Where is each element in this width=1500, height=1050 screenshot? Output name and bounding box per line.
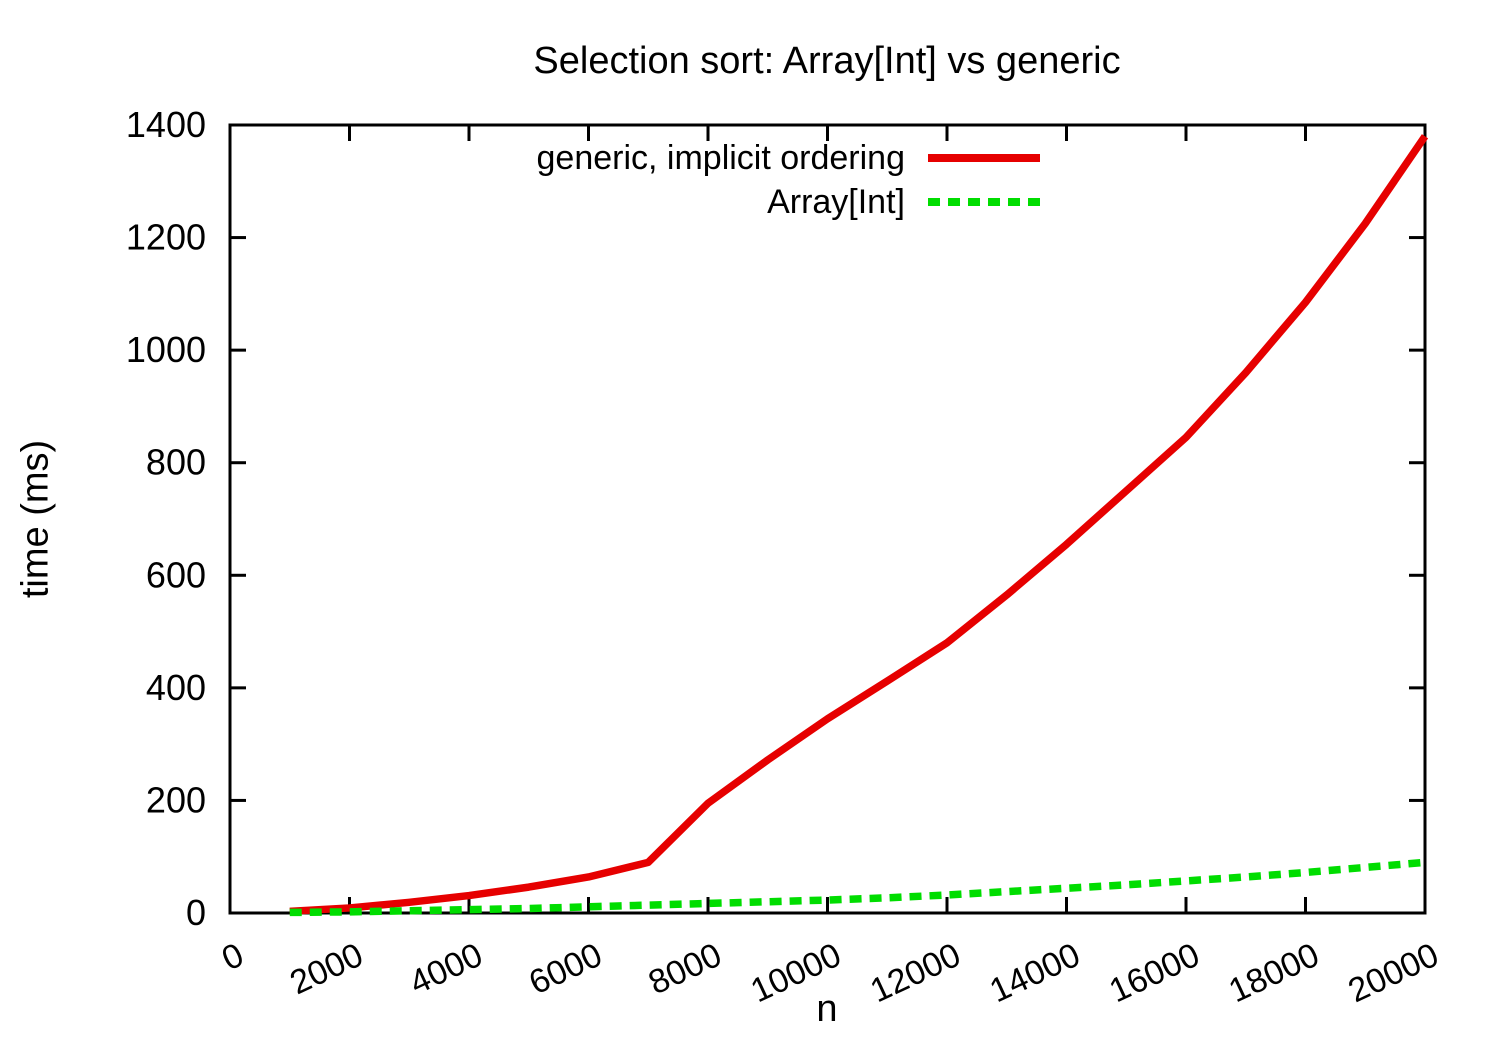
x-tick-label: 12000 <box>865 936 967 1010</box>
y-axis-title: time (ms) <box>14 439 57 599</box>
legend-label-generic: generic, implicit ordering <box>536 138 906 177</box>
x-tick-label: 8000 <box>643 936 728 1002</box>
x-tick-label: 2000 <box>284 936 369 1002</box>
x-tick-label: 0 <box>216 936 249 978</box>
x-axis-title: n <box>816 988 838 1030</box>
series-line-arrayint <box>289 858 1426 917</box>
y-tick-label: 200 <box>146 779 206 820</box>
y-tick-label: 600 <box>146 554 206 595</box>
plot-border <box>228 123 1427 915</box>
y-tick-label: 1000 <box>126 329 206 370</box>
y-tick-label: 1200 <box>126 217 206 258</box>
legend-label-arrayint: Array[Int] <box>767 182 905 221</box>
y-tick-label: 400 <box>146 667 206 708</box>
chart-title: Selection sort: Array[Int] vs generic <box>533 40 1121 82</box>
series-line-generic <box>289 134 1429 916</box>
x-tick-label: 14000 <box>984 936 1086 1010</box>
y-tick-label: 0 <box>186 892 206 933</box>
x-tick-label: 20000 <box>1343 936 1445 1010</box>
x-tick-label: 6000 <box>523 936 608 1002</box>
legend-line-sample-generic <box>928 154 1040 162</box>
x-tick-label: 4000 <box>404 936 489 1002</box>
x-tick-label: 16000 <box>1104 936 1206 1010</box>
y-tick-label: 1400 <box>126 104 206 145</box>
legend-line-sample-arrayint <box>928 198 1040 206</box>
x-tick-label: 18000 <box>1223 936 1325 1010</box>
y-tick-label: 800 <box>146 442 206 483</box>
